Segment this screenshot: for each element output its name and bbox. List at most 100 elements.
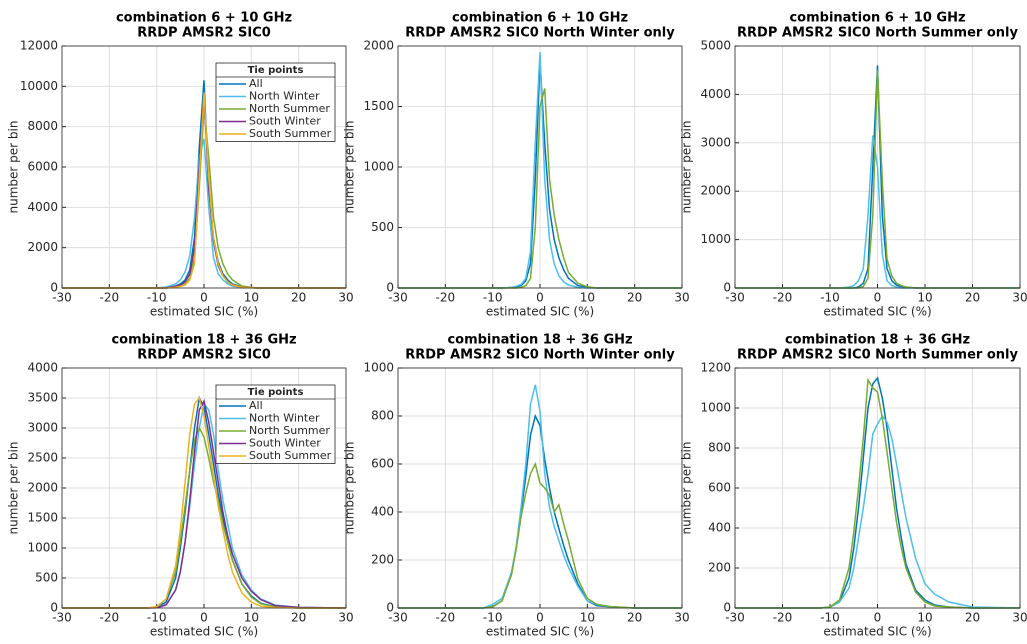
x-axis-label: estimated SIC (%): [823, 625, 931, 639]
x-tick-label: 20: [291, 291, 306, 305]
x-axis-label: estimated SIC (%): [150, 305, 258, 319]
axes-box: [397, 45, 683, 289]
x-tick-label: -10: [820, 291, 840, 305]
y-tick-label: 600: [708, 481, 731, 495]
x-tick-label: 0: [874, 291, 882, 305]
x-tick-label: 0: [536, 291, 544, 305]
axes-box: [734, 45, 1021, 289]
chart-title: RRDP AMSR2 SIC0 North Summer only: [737, 348, 1018, 363]
data-line: [62, 396, 346, 609]
x-tick-label: 20: [627, 611, 642, 625]
y-tick-label: 3000: [700, 135, 731, 149]
data-line: [62, 395, 346, 609]
x-tick-label: 0: [200, 291, 208, 305]
x-tick-label: 30: [1012, 611, 1027, 625]
x-tick-label: -10: [483, 611, 503, 625]
x-tick-label: -20: [100, 611, 120, 625]
data-line: [398, 461, 682, 609]
y-axis-label: number per bin: [7, 442, 21, 535]
x-axis-label: estimated SIC (%): [150, 625, 258, 639]
y-tick-label: 2000: [700, 184, 731, 198]
x-tick-label: -10: [483, 291, 503, 305]
y-tick-label: 0: [386, 281, 394, 295]
y-axis-label: number per bin: [680, 121, 694, 214]
y-tick-label: 4000: [27, 361, 58, 375]
x-tick-label: -30: [725, 611, 745, 625]
chart-title: combination 18 + 36 GHz: [447, 333, 632, 348]
legend-label: North Winter: [249, 90, 320, 103]
legend-label: North Winter: [249, 412, 320, 425]
x-tick-label: -20: [773, 291, 793, 305]
chart-title: combination 6 + 10 GHz: [452, 11, 628, 26]
chart-title: combination 18 + 36 GHz: [785, 333, 970, 348]
data-line: [735, 414, 1021, 609]
y-tick-label: 0: [50, 281, 58, 295]
axes-box: [61, 367, 347, 609]
y-tick-label: 3000: [27, 421, 58, 435]
data-line: [398, 384, 682, 609]
x-tick-label: -30: [388, 291, 408, 305]
x-tick-label: 10: [580, 611, 595, 625]
x-tick-label: -10: [147, 291, 167, 305]
legend-label: South Summer: [249, 449, 332, 462]
x-tick-label: 10: [917, 611, 932, 625]
x-axis-label: estimated SIC (%): [823, 305, 931, 319]
x-tick-label: -10: [820, 611, 840, 625]
y-tick-label: 2500: [27, 451, 58, 465]
legend-title: Tie points: [248, 65, 304, 76]
y-tick-label: 0: [50, 601, 58, 615]
y-tick-label: 1000: [363, 160, 394, 174]
x-tick-label: 30: [674, 291, 689, 305]
chart-title: combination 18 + 36 GHz: [111, 333, 296, 348]
legend-box: [215, 62, 336, 142]
legend-label: All: [249, 77, 263, 90]
x-tick-label: -30: [52, 611, 72, 625]
legend-label: South Winter: [249, 437, 321, 450]
y-tick-label: 2000: [363, 39, 394, 53]
y-axis-label: number per bin: [680, 442, 694, 535]
x-tick-label: 30: [338, 611, 353, 625]
y-axis-label: number per bin: [7, 121, 21, 214]
y-tick-label: 600: [371, 457, 394, 471]
axes-box: [397, 367, 683, 609]
y-tick-label: 4000: [27, 200, 58, 214]
y-tick-label: 400: [708, 521, 731, 535]
y-tick-label: 1000: [363, 361, 394, 375]
legend-label: North Summer: [249, 424, 330, 437]
legend-label: South Winter: [249, 115, 321, 128]
y-tick-label: 1500: [363, 99, 394, 113]
x-tick-label: -20: [436, 291, 456, 305]
axes-box: [734, 367, 1021, 609]
x-tick-label: 10: [244, 291, 259, 305]
chart-title: combination 6 + 10 GHz: [116, 11, 292, 26]
legend-label: All: [249, 399, 263, 412]
x-tick-label: 30: [674, 611, 689, 625]
x-tick-label: 0: [874, 611, 882, 625]
y-tick-label: 4000: [700, 87, 731, 101]
x-tick-label: -20: [436, 611, 456, 625]
y-tick-label: 400: [371, 505, 394, 519]
y-tick-label: 0: [723, 601, 731, 615]
y-tick-label: 0: [386, 601, 394, 615]
x-tick-label: 20: [291, 611, 306, 625]
y-tick-label: 1000: [700, 401, 731, 415]
data-line: [62, 398, 347, 609]
x-tick-label: 0: [200, 611, 208, 625]
x-axis-label: estimated SIC (%): [486, 305, 594, 319]
x-tick-label: -20: [100, 291, 120, 305]
chart-title: RRDP AMSR2 SIC0 North Summer only: [737, 26, 1018, 41]
y-tick-label: 0: [723, 281, 731, 295]
y-tick-label: 200: [371, 553, 394, 567]
chart-title: RRDP AMSR2 SIC0 North Winter only: [405, 348, 675, 363]
x-tick-label: 0: [536, 611, 544, 625]
y-tick-label: 12000: [20, 39, 58, 53]
y-tick-label: 500: [35, 571, 58, 585]
y-tick-label: 1000: [27, 541, 58, 555]
axes-box: [61, 45, 347, 289]
y-axis-label: number per bin: [343, 121, 357, 214]
y-tick-label: 200: [708, 561, 731, 575]
legend-box: [215, 384, 336, 464]
y-tick-label: 6000: [27, 160, 58, 174]
y-tick-label: 500: [371, 220, 394, 234]
x-tick-label: 30: [338, 291, 353, 305]
